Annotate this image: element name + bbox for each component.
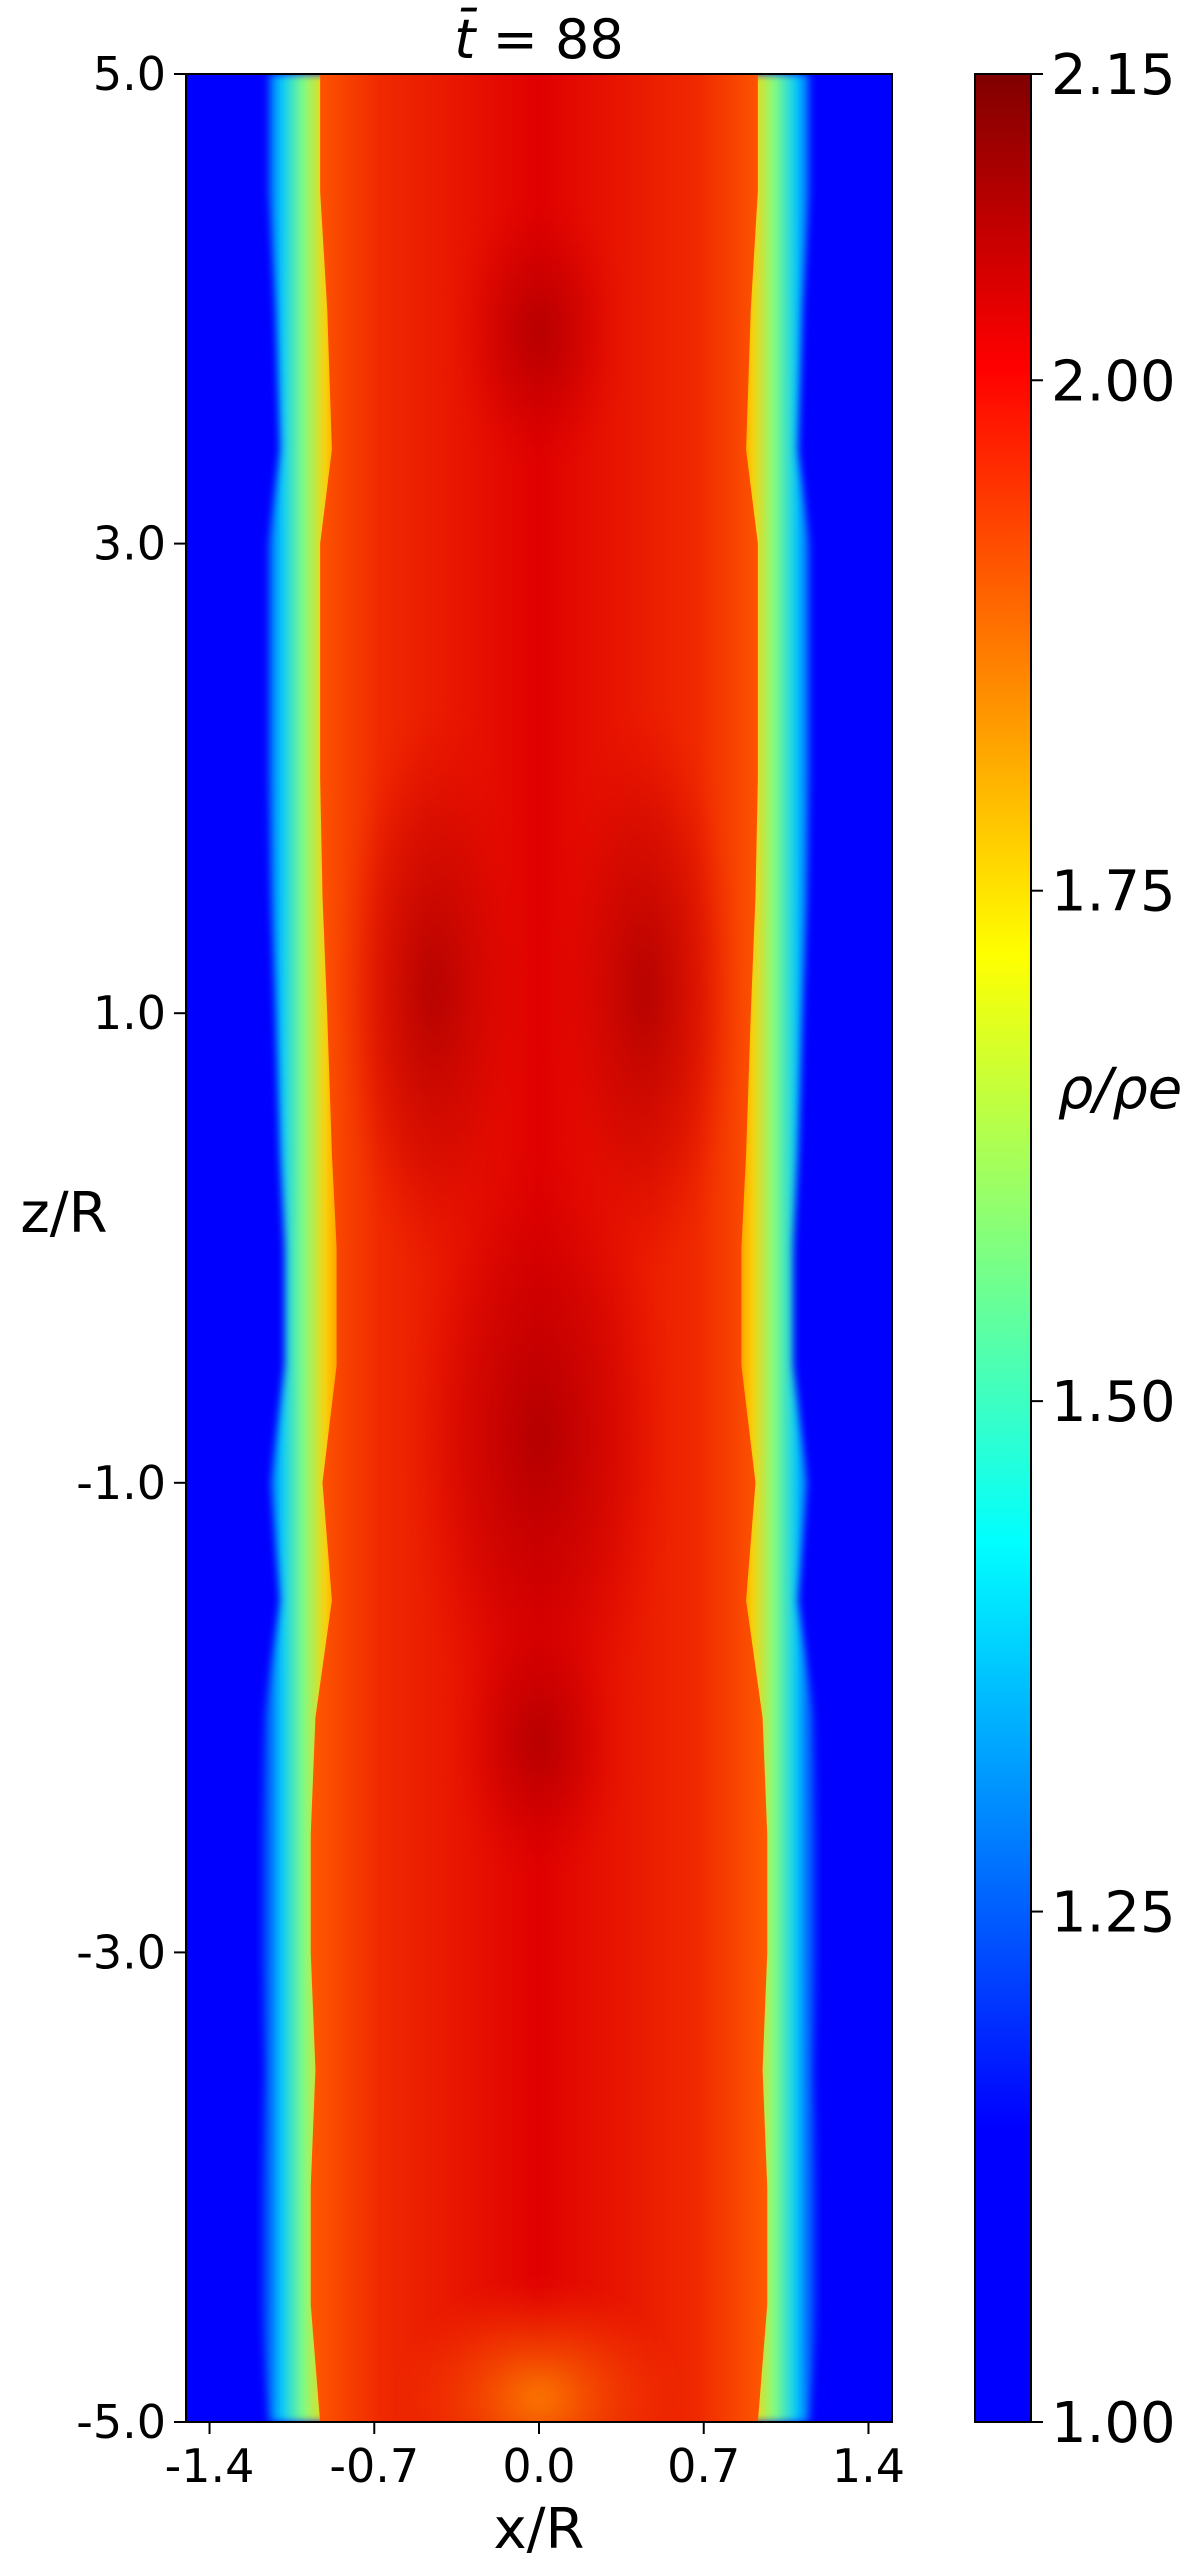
y-tick-label: -5.0: [76, 2395, 166, 2449]
dense-core-blob: [343, 707, 523, 1272]
y-tick-label: -1.0: [76, 1456, 166, 1510]
bottom-light-region: [397, 2281, 681, 2422]
x-axis-label: x/R: [494, 2497, 585, 2562]
y-tick-label: 5.0: [93, 47, 166, 101]
colorbar-ticks: 2.15 2.00 1.75 1.50 1.25 1.00: [1031, 43, 1176, 2456]
chart-title: t̄ = 88: [454, 8, 623, 71]
colorbar: [974, 73, 1032, 2423]
colorbar-tick-label: 1.00: [1051, 2391, 1176, 2456]
y-axis-label: z/R: [20, 1181, 107, 1246]
colorbar-label: ρ/ρe: [1058, 1057, 1182, 1122]
dense-core-blob: [456, 191, 622, 474]
y-tick-label: 3.0: [93, 517, 166, 571]
dense-core-blob: [555, 707, 735, 1272]
x-tick-label: 0.7: [667, 2439, 740, 2493]
colorbar-tick-label: 2.15: [1051, 43, 1176, 108]
dense-core-blob: [409, 1130, 669, 1742]
y-tick-label: 1.0: [93, 986, 166, 1040]
x-tick-label: 0.0: [502, 2439, 575, 2493]
x-tick-label: -1.4: [165, 2439, 255, 2493]
dense-core-blob: [456, 1600, 622, 1882]
y-axis-ticks: 5.0 3.0 1.0 -1.0 -3.0 -5.0: [76, 47, 186, 2449]
colorbar-tick-label: 1.25: [1051, 1881, 1176, 1946]
dense-cores: [343, 191, 735, 2422]
x-tick-label: 1.4: [832, 2439, 905, 2493]
colorbar-tick-label: 1.50: [1051, 1370, 1176, 1435]
y-tick-label: -3.0: [76, 1925, 166, 1979]
heatmap-field: [186, 74, 892, 2422]
x-tick-label: -0.7: [329, 2439, 419, 2493]
x-axis-ticks: -1.4 -0.7 0.0 0.7 1.4: [165, 2422, 905, 2493]
colorbar-tick-label: 1.75: [1051, 860, 1176, 925]
colorbar-tick-label: 2.00: [1051, 349, 1176, 414]
